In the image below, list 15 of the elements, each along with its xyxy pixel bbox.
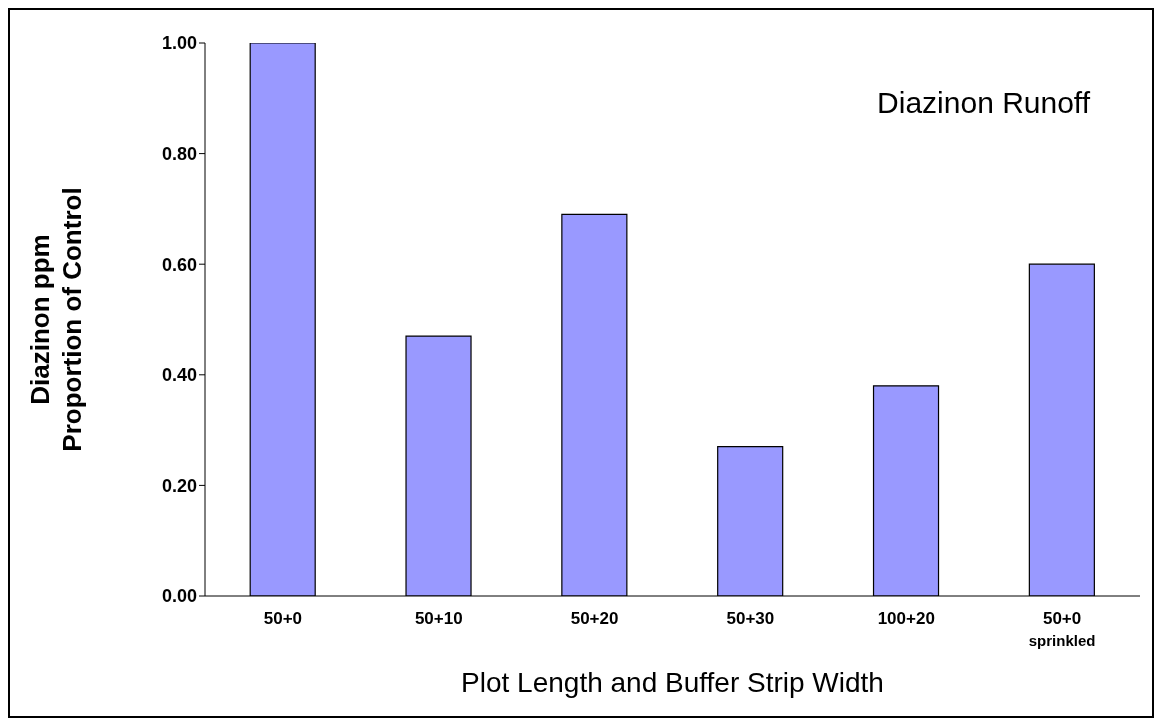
- x-tick-label: 50+30: [726, 609, 775, 628]
- text: Diazinon Runoff: [877, 86, 1090, 120]
- x-tick-label: 50+0 sprinkled: [1028, 609, 1096, 649]
- y-tick-label: 0.20: [161, 475, 197, 496]
- y-tick-label: 0.40: [161, 365, 197, 386]
- y-tick-label: 0.60: [161, 254, 197, 275]
- x-tick-label: 100+20: [877, 609, 935, 628]
- y-tick-label: 0.00: [161, 586, 197, 607]
- y-tick-label: 1.00: [161, 33, 197, 54]
- y-tick-label: 0.80: [161, 143, 197, 164]
- x-tick-label: 50+10: [414, 609, 463, 628]
- x-tick-label: 50+0: [263, 609, 303, 628]
- y-axis-title: Diazinon ppm Proportion of Control: [25, 187, 87, 452]
- x-tick-label: 50+20: [570, 609, 619, 628]
- x-axis-title: Plot Length and Buffer Strip Width: [461, 667, 884, 698]
